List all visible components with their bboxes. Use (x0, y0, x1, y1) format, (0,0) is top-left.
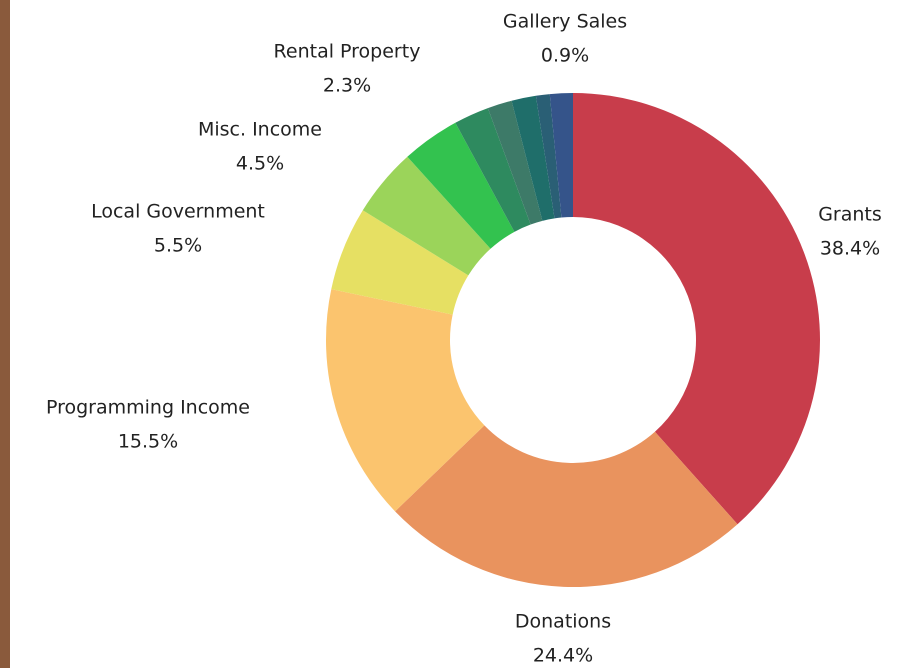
slice (549, 93, 573, 218)
slice (395, 425, 738, 587)
slice (331, 210, 469, 315)
slice-value: 2.3% (323, 75, 371, 97)
slice-label: Misc. Income (198, 119, 322, 141)
slice (407, 122, 515, 249)
slice (573, 93, 821, 525)
photo-edge (0, 0, 10, 668)
slice (487, 100, 543, 225)
slice-value: 24.4% (533, 645, 593, 667)
slice-label: Programming Income (46, 397, 250, 419)
slice-value: 15.5% (118, 431, 178, 453)
slice-value: 4.5% (236, 153, 284, 175)
slice-value: 5.5% (154, 235, 202, 257)
slice-value: 0.9% (541, 45, 589, 67)
slice-label: Gallery Sales (503, 11, 627, 33)
slice (455, 108, 531, 232)
slice (535, 94, 562, 219)
slice-label: Donations (515, 611, 611, 633)
slice-label: Rental Property (274, 41, 421, 63)
slice-label: Local Government (91, 201, 265, 223)
slice-value: 38.4% (820, 238, 880, 260)
slice (325, 289, 485, 512)
slice (362, 156, 491, 276)
slice (511, 95, 555, 221)
slice-label: Grants (818, 204, 882, 226)
